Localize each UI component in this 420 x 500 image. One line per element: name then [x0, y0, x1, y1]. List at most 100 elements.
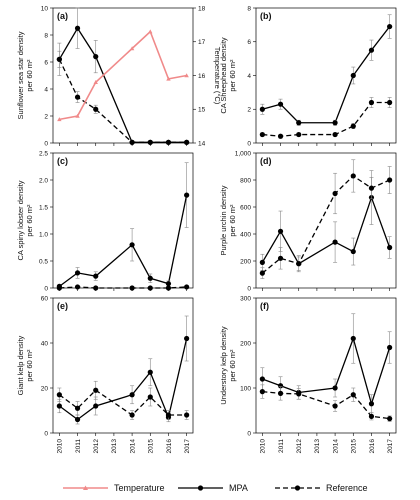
- data-point: [387, 99, 393, 106]
- data-point: [74, 270, 81, 276]
- series-reference: [259, 384, 393, 422]
- legend-entry-mpa: MPA: [178, 483, 248, 493]
- data-point: [56, 56, 62, 62]
- y-axis-label: per 60 m²: [228, 349, 237, 382]
- y-tick-label: 300: [240, 295, 251, 302]
- x-tick-label: 2013: [314, 439, 321, 454]
- data-point: [93, 54, 99, 60]
- y-tick-label: 1,000: [235, 150, 252, 157]
- y-tick-label: 2.0: [39, 177, 48, 184]
- panel-c: (c) 0 0.5 1.0 1.5 2.0 2.5 CA spiny lobster dens…: [16, 150, 194, 292]
- data-point: [147, 394, 153, 400]
- data-point: [56, 285, 62, 291]
- data-point: [129, 412, 135, 418]
- y-tick-label: 4: [44, 86, 48, 93]
- x-tick-label: 2013: [111, 439, 118, 454]
- y-axis-label: per 60 m²: [228, 59, 237, 92]
- data-point: [332, 120, 338, 126]
- data-point: [147, 275, 153, 281]
- panel-label: (f): [260, 301, 269, 311]
- legend-label: Temperature: [114, 483, 165, 493]
- y-tick-label: 600: [240, 204, 251, 211]
- data-point: [74, 416, 81, 423]
- plot-frame: [52, 297, 194, 434]
- data-point: [74, 94, 81, 100]
- data-point: [129, 392, 135, 398]
- series-line: [58, 27, 187, 143]
- y-tick-label: 1.5: [39, 204, 48, 211]
- data-point: [56, 403, 62, 409]
- y-tick-label: 10: [41, 5, 49, 12]
- series-reference: [56, 380, 190, 420]
- data-point: [165, 285, 172, 291]
- data-point: [147, 285, 153, 291]
- series-mpa: [56, 7, 190, 145]
- data-point: [93, 273, 99, 279]
- data-point: [129, 46, 135, 51]
- data-point: [93, 106, 99, 112]
- x-tick-label: 2015: [148, 439, 155, 454]
- y-tick-label: 0: [44, 285, 48, 292]
- series-mpa: [56, 162, 190, 289]
- series-temperature: [57, 29, 189, 122]
- y-tick-label: 2: [44, 113, 48, 120]
- data-point: [74, 25, 81, 31]
- series-reference: [56, 284, 190, 291]
- data-point: [350, 173, 356, 179]
- data-point: [350, 248, 356, 255]
- plot-frame: [255, 152, 397, 289]
- data-point: [259, 106, 265, 112]
- y-tick-label: 0: [247, 430, 251, 437]
- data-point: [166, 76, 171, 81]
- y-axis-label: per 60 m²: [228, 204, 237, 237]
- data-point: [387, 244, 393, 251]
- series-line: [262, 26, 391, 124]
- y-axis-label: per 60 m²: [25, 59, 34, 92]
- data-point: [332, 385, 338, 391]
- data-point: [165, 412, 172, 418]
- panel-d: (d) 0 200 400 600 800 1,000 Purple urchin densi…: [219, 150, 397, 292]
- data-point: [147, 139, 153, 145]
- y2-tick-label: 15: [198, 107, 206, 114]
- y2-tick-label: 16: [198, 73, 206, 80]
- legend-entry-temperature: Temperature: [63, 483, 165, 493]
- y-axis-label: CA Sheephead density: [219, 37, 228, 114]
- y-tick-label: 6: [44, 59, 48, 66]
- y-axis-label: Sunflower sea star density: [16, 31, 25, 119]
- x-tick-label: 2017: [387, 439, 394, 454]
- data-point: [368, 413, 375, 419]
- y-tick-label: 800: [240, 177, 251, 184]
- series-reference: [259, 159, 393, 279]
- data-point: [74, 405, 81, 411]
- plot-frame: [52, 7, 194, 144]
- x-tick-label: 2011: [278, 439, 285, 453]
- y-axis-label: Giant kelp density: [16, 335, 25, 395]
- y-axis-label: Understory kelp density: [219, 326, 228, 405]
- data-point: [296, 131, 302, 138]
- y-tick-label: 20: [41, 385, 49, 392]
- y-tick-label: 4: [247, 73, 251, 80]
- data-point: [259, 270, 265, 276]
- legend-label: Reference: [326, 483, 368, 493]
- data-point: [368, 47, 375, 53]
- data-point: [74, 284, 81, 290]
- y-tick-label: 0: [44, 430, 48, 437]
- data-point: [296, 120, 302, 126]
- data-point: [184, 73, 189, 78]
- y-tick-label: 400: [240, 231, 251, 238]
- plot-frame: [255, 297, 397, 434]
- data-point: [332, 131, 338, 138]
- data-point: [184, 139, 190, 145]
- data-point: [350, 335, 356, 342]
- data-point: [387, 416, 393, 422]
- y-tick-label: 0: [44, 140, 48, 147]
- data-point: [93, 403, 99, 409]
- y2-tick-label: 17: [198, 39, 206, 46]
- data-point: [259, 389, 265, 395]
- panel-f: (f) 0 100 200 300 2010 2011 2012 2013 2014 2015 201…: [219, 295, 397, 454]
- data-point: [129, 242, 135, 248]
- data-point: [93, 285, 99, 291]
- x-tick-label: 2016: [166, 439, 173, 454]
- data-point: [148, 29, 153, 34]
- legend-marker: [197, 485, 204, 491]
